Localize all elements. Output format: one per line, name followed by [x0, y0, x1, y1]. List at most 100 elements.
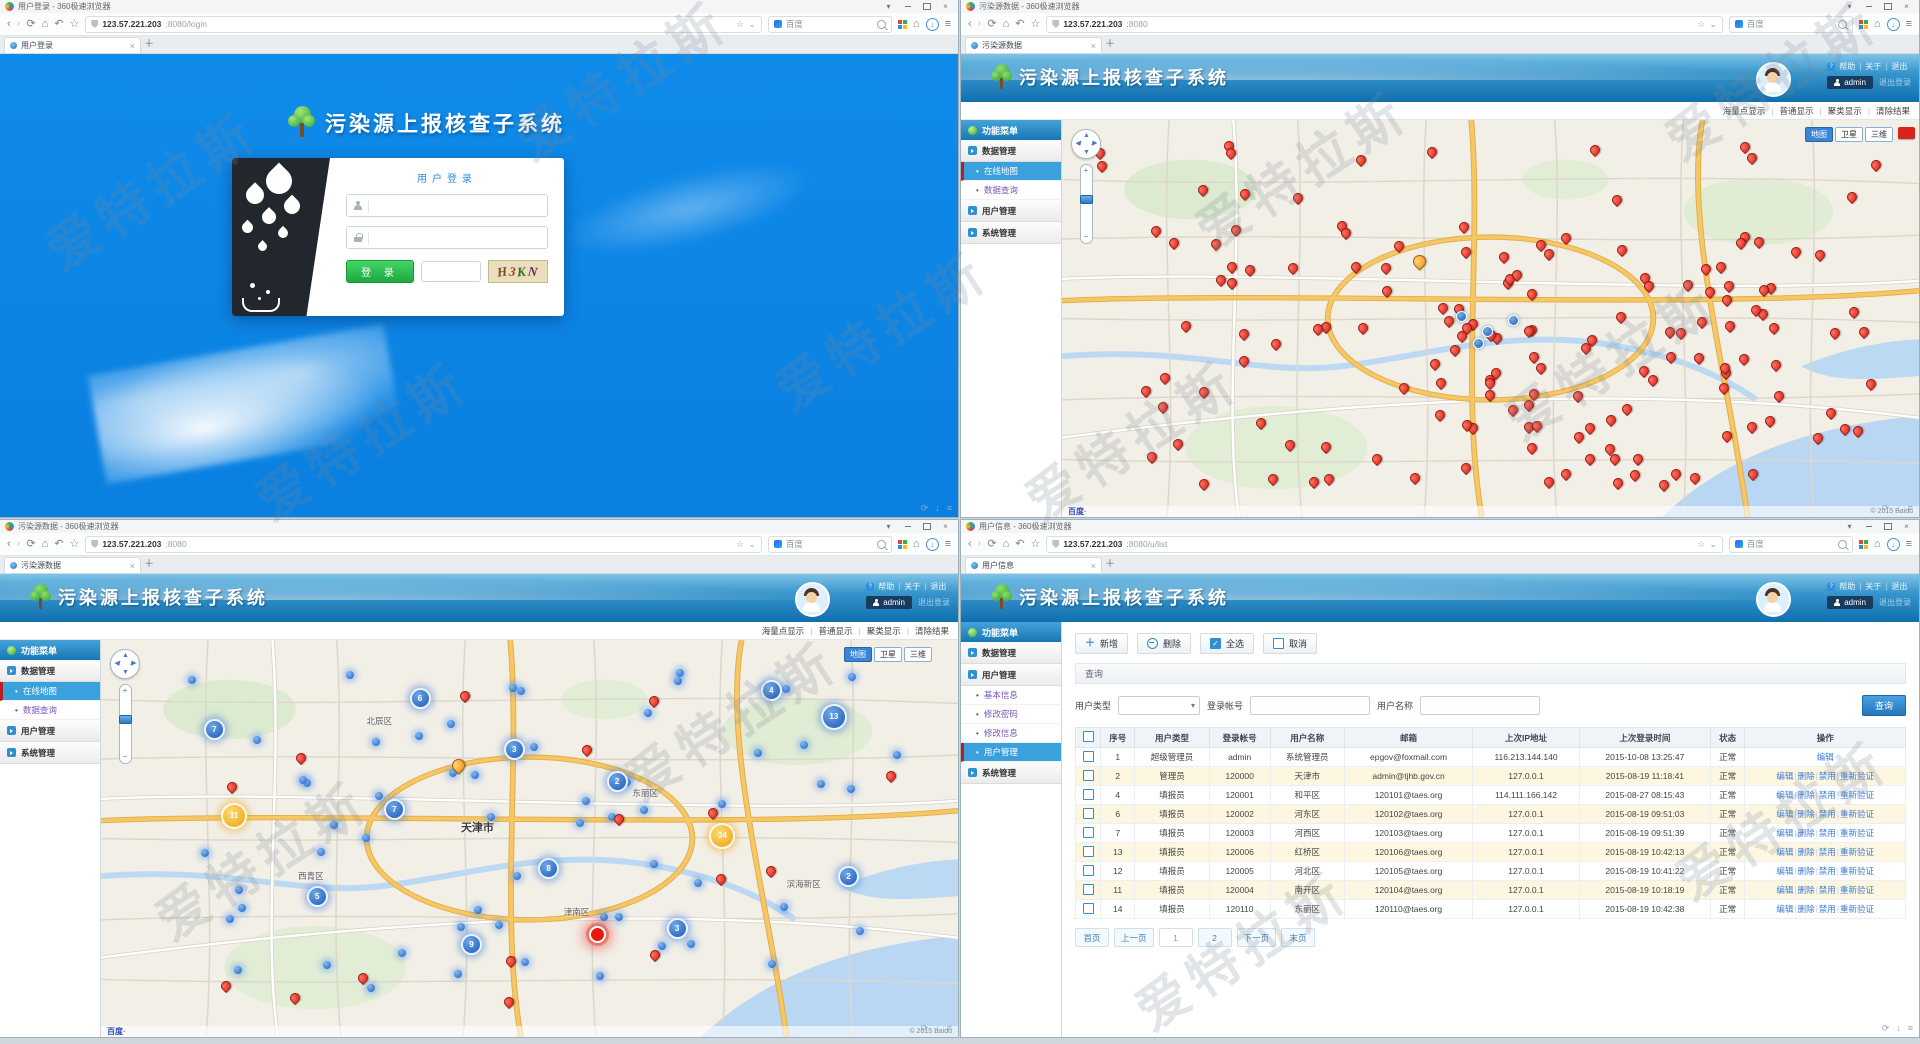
maximize-button[interactable]	[919, 521, 934, 532]
browser-tab[interactable]: 用户信息 ×	[965, 557, 1102, 573]
status-icons[interactable]: ⟳ ↓ ≡	[920, 503, 952, 513]
back-button[interactable]: ‹	[968, 17, 972, 30]
sidebar-subitem[interactable]: • 修改信息	[961, 724, 1061, 743]
row-op-删除[interactable]: 删除	[1797, 847, 1815, 857]
bookmark-star-icon[interactable]: ☆	[1697, 18, 1706, 29]
map-type-三维[interactable]: 三维	[904, 647, 932, 662]
page-next[interactable]: 下一页	[1236, 928, 1277, 947]
row-op-编辑[interactable]: 编辑	[1776, 866, 1794, 876]
pollution-point[interactable]	[596, 972, 605, 981]
apps-grid-icon[interactable]	[897, 539, 907, 549]
pollution-point[interactable]	[448, 769, 457, 778]
row-op-禁用[interactable]: 禁用	[1818, 828, 1836, 838]
row-op-编辑[interactable]: 编辑	[1776, 885, 1794, 895]
highlighted-marker[interactable]	[589, 925, 607, 943]
selected-marker[interactable]	[1456, 310, 1468, 322]
pollution-point[interactable]	[893, 750, 902, 759]
user-chip[interactable]: admin	[1827, 596, 1873, 609]
row-op-重新验证[interactable]: 重新验证	[1840, 790, 1875, 800]
address-bar[interactable]: 123.57.221.203:8080/u/list ☆ ⌄	[1046, 535, 1723, 553]
row-op-禁用[interactable]: 禁用	[1818, 904, 1836, 914]
skin-button[interactable]: ▾	[1847, 1, 1852, 11]
bookmark-star-icon[interactable]: ☆	[736, 18, 745, 29]
row-op-禁用[interactable]: 禁用	[1818, 847, 1836, 857]
password-field[interactable]	[346, 226, 548, 249]
pollution-point[interactable]	[599, 913, 608, 922]
sidebar-item[interactable]: 系统管理	[961, 762, 1061, 784]
cluster-display-link[interactable]: 聚类显示	[1827, 105, 1862, 116]
row-op-删除[interactable]: 删除	[1797, 866, 1815, 876]
logout-link[interactable]: 退出登录	[1879, 598, 1911, 607]
pollution-point[interactable]	[494, 920, 503, 929]
browser-home-icon[interactable]: ⌂	[1873, 537, 1881, 550]
search-icon[interactable]	[876, 539, 886, 549]
row-op-删除[interactable]: 删除	[1797, 790, 1815, 800]
pollution-point[interactable]	[414, 731, 423, 740]
header-link-help[interactable]: 帮助	[1839, 62, 1856, 71]
clear-results-link[interactable]: 清除结果	[1875, 105, 1910, 116]
close-button[interactable]: ×	[1904, 1, 1909, 11]
apps-grid-icon[interactable]	[1858, 539, 1868, 549]
status-icons[interactable]: ⟳ ↓ ≡	[1881, 503, 1913, 513]
minimize-button[interactable]	[1861, 1, 1876, 12]
row-op-编辑[interactable]: 编辑	[1776, 771, 1794, 781]
sidebar-subitem[interactable]: • 在线地图	[0, 682, 100, 701]
browser-home-icon[interactable]: ⌂	[912, 537, 920, 550]
close-button[interactable]: ×	[943, 1, 948, 11]
refresh-button[interactable]: ⟳	[987, 537, 997, 550]
add-button[interactable]: ＋新增	[1075, 633, 1129, 654]
sidebar-subitem[interactable]: • 在线地图	[961, 162, 1061, 181]
row-op-禁用[interactable]: 禁用	[1818, 809, 1836, 819]
pollution-point[interactable]	[372, 737, 381, 746]
map-pan-control[interactable]: ▲ ▼ ◀ ▶ + −	[110, 649, 140, 764]
apps-grid-icon[interactable]	[1858, 19, 1868, 29]
menu-icon[interactable]: ≡	[1905, 17, 1912, 30]
row-checkbox[interactable]	[1082, 902, 1094, 914]
map-type-三维[interactable]: 三维	[1865, 127, 1893, 142]
pollution-point[interactable]	[200, 849, 209, 858]
row-op-重新验证[interactable]: 重新验证	[1840, 809, 1875, 819]
avatar[interactable]	[1756, 62, 1791, 97]
map-type-卫星[interactable]: 卫星	[1835, 127, 1863, 142]
normal-display-link[interactable]: 普通显示	[818, 625, 853, 636]
cluster-marker[interactable]: 34	[709, 822, 736, 849]
pollution-point[interactable]	[316, 848, 325, 857]
url-dropdown-icon[interactable]: ⌄	[1709, 18, 1717, 29]
header-link-exit[interactable]: 退出	[930, 582, 947, 591]
row-op-重新验证[interactable]: 重新验证	[1840, 866, 1875, 876]
row-op-禁用[interactable]: 禁用	[1818, 866, 1836, 876]
username-field[interactable]	[346, 194, 548, 217]
url-dropdown-icon[interactable]: ⌄	[748, 538, 756, 549]
delete-button[interactable]: 删除	[1137, 633, 1192, 654]
sidebar-item[interactable]: 用户管理	[961, 200, 1061, 222]
back-button[interactable]: ‹	[7, 17, 11, 30]
pollution-point[interactable]	[799, 740, 808, 749]
row-op-删除[interactable]: 删除	[1797, 771, 1815, 781]
bookmark-star-icon[interactable]: ☆	[1697, 538, 1706, 549]
pollution-point[interactable]	[345, 670, 354, 679]
pollution-point[interactable]	[237, 903, 246, 912]
home-button[interactable]: ⌂	[1002, 17, 1010, 30]
sidebar-subitem[interactable]: • 修改密码	[961, 705, 1061, 724]
row-op-删除[interactable]: 删除	[1797, 809, 1815, 819]
cluster-marker[interactable]: 6	[409, 687, 431, 709]
user-type-select[interactable]: ▾	[1118, 696, 1201, 715]
sidebar-item[interactable]: 数据管理	[961, 140, 1061, 162]
pollution-point[interactable]	[299, 776, 308, 785]
pollution-point[interactable]	[781, 684, 790, 693]
sidebar-item[interactable]: 数据管理	[961, 642, 1061, 664]
user-chip[interactable]: admin	[866, 596, 912, 609]
pollution-point[interactable]	[673, 676, 682, 685]
download-icon[interactable]: ↓	[925, 537, 939, 551]
address-bar[interactable]: 123.57.221.203:8080/login ☆ ⌄	[85, 15, 762, 33]
pollution-point[interactable]	[252, 736, 261, 745]
cluster-marker[interactable]: 8	[538, 858, 560, 880]
download-icon[interactable]: ↓	[1886, 537, 1900, 551]
pollution-point[interactable]	[640, 806, 649, 815]
cluster-marker[interactable]: 11	[220, 802, 247, 829]
sidebar-subitem[interactable]: • 数据查询	[0, 701, 100, 720]
download-icon[interactable]: ↓	[925, 17, 939, 31]
refresh-button[interactable]: ⟳	[26, 537, 36, 550]
row-op-重新验证[interactable]: 重新验证	[1840, 847, 1875, 857]
search-box[interactable]: 百度	[1728, 535, 1853, 553]
